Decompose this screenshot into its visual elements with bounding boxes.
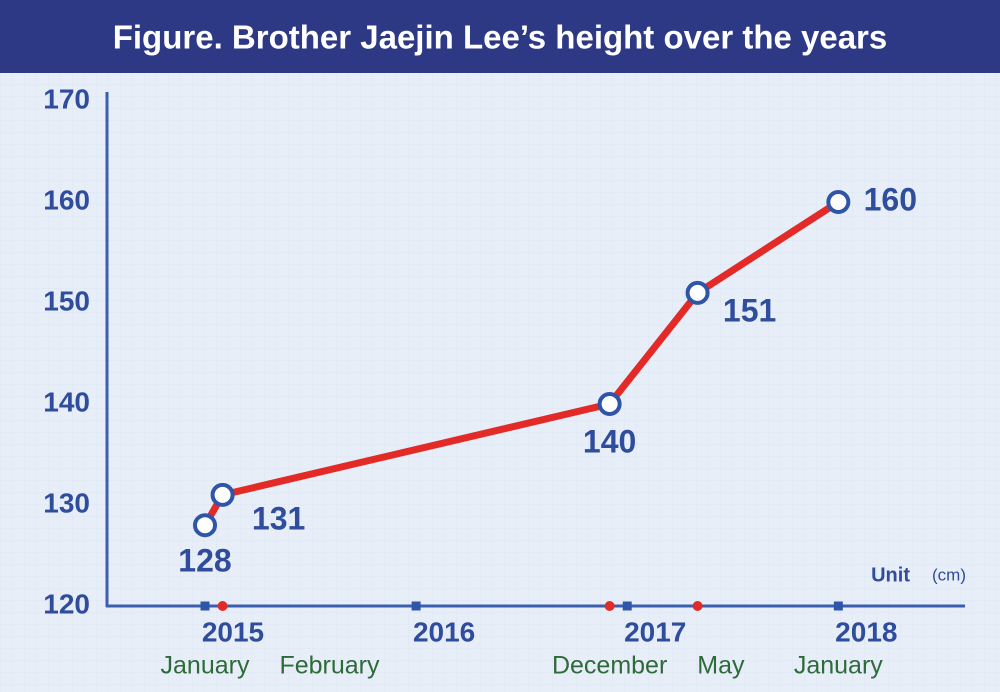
x-tick xyxy=(200,601,210,611)
x-tick xyxy=(833,601,843,611)
month-marker xyxy=(692,601,703,611)
point xyxy=(826,190,851,214)
month-label: February xyxy=(279,652,380,680)
y-tick-label: 160 xyxy=(43,184,90,215)
unit-label: Unit xyxy=(871,564,910,586)
unit-text: (cm) xyxy=(932,565,966,584)
month-label: December xyxy=(552,652,667,680)
x-tick xyxy=(411,601,421,611)
point xyxy=(193,513,217,538)
month-label: May xyxy=(697,652,745,680)
x-tick-label: 2018 xyxy=(835,616,897,647)
point xyxy=(685,280,710,305)
data-label: 151 xyxy=(723,292,776,328)
x-tick-label: 2016 xyxy=(413,616,475,647)
month-label: January xyxy=(161,652,250,680)
data-label: 131 xyxy=(252,500,305,536)
data-label: 140 xyxy=(583,423,636,459)
title-banner xyxy=(0,0,1000,73)
data-label: 160 xyxy=(864,181,917,217)
y-tick-label: 140 xyxy=(43,386,90,417)
point xyxy=(210,482,235,507)
chart-title: Figure. Brother Jaejin Lee’s height over… xyxy=(113,19,888,56)
x-tick-label: 2017 xyxy=(624,616,686,647)
month-marker xyxy=(604,601,615,611)
month-marker xyxy=(217,601,228,611)
x-tick xyxy=(622,601,632,611)
point xyxy=(597,392,622,416)
month-label: January xyxy=(794,652,883,680)
y-tick-label: 130 xyxy=(43,487,90,518)
data-label: 128 xyxy=(178,543,231,579)
y-tick-label: 150 xyxy=(43,285,90,316)
background-texture xyxy=(0,73,1000,692)
x-tick-label: 2015 xyxy=(202,616,264,647)
y-tick-label: 170 xyxy=(43,83,90,114)
y-tick-label: 120 xyxy=(43,588,90,619)
